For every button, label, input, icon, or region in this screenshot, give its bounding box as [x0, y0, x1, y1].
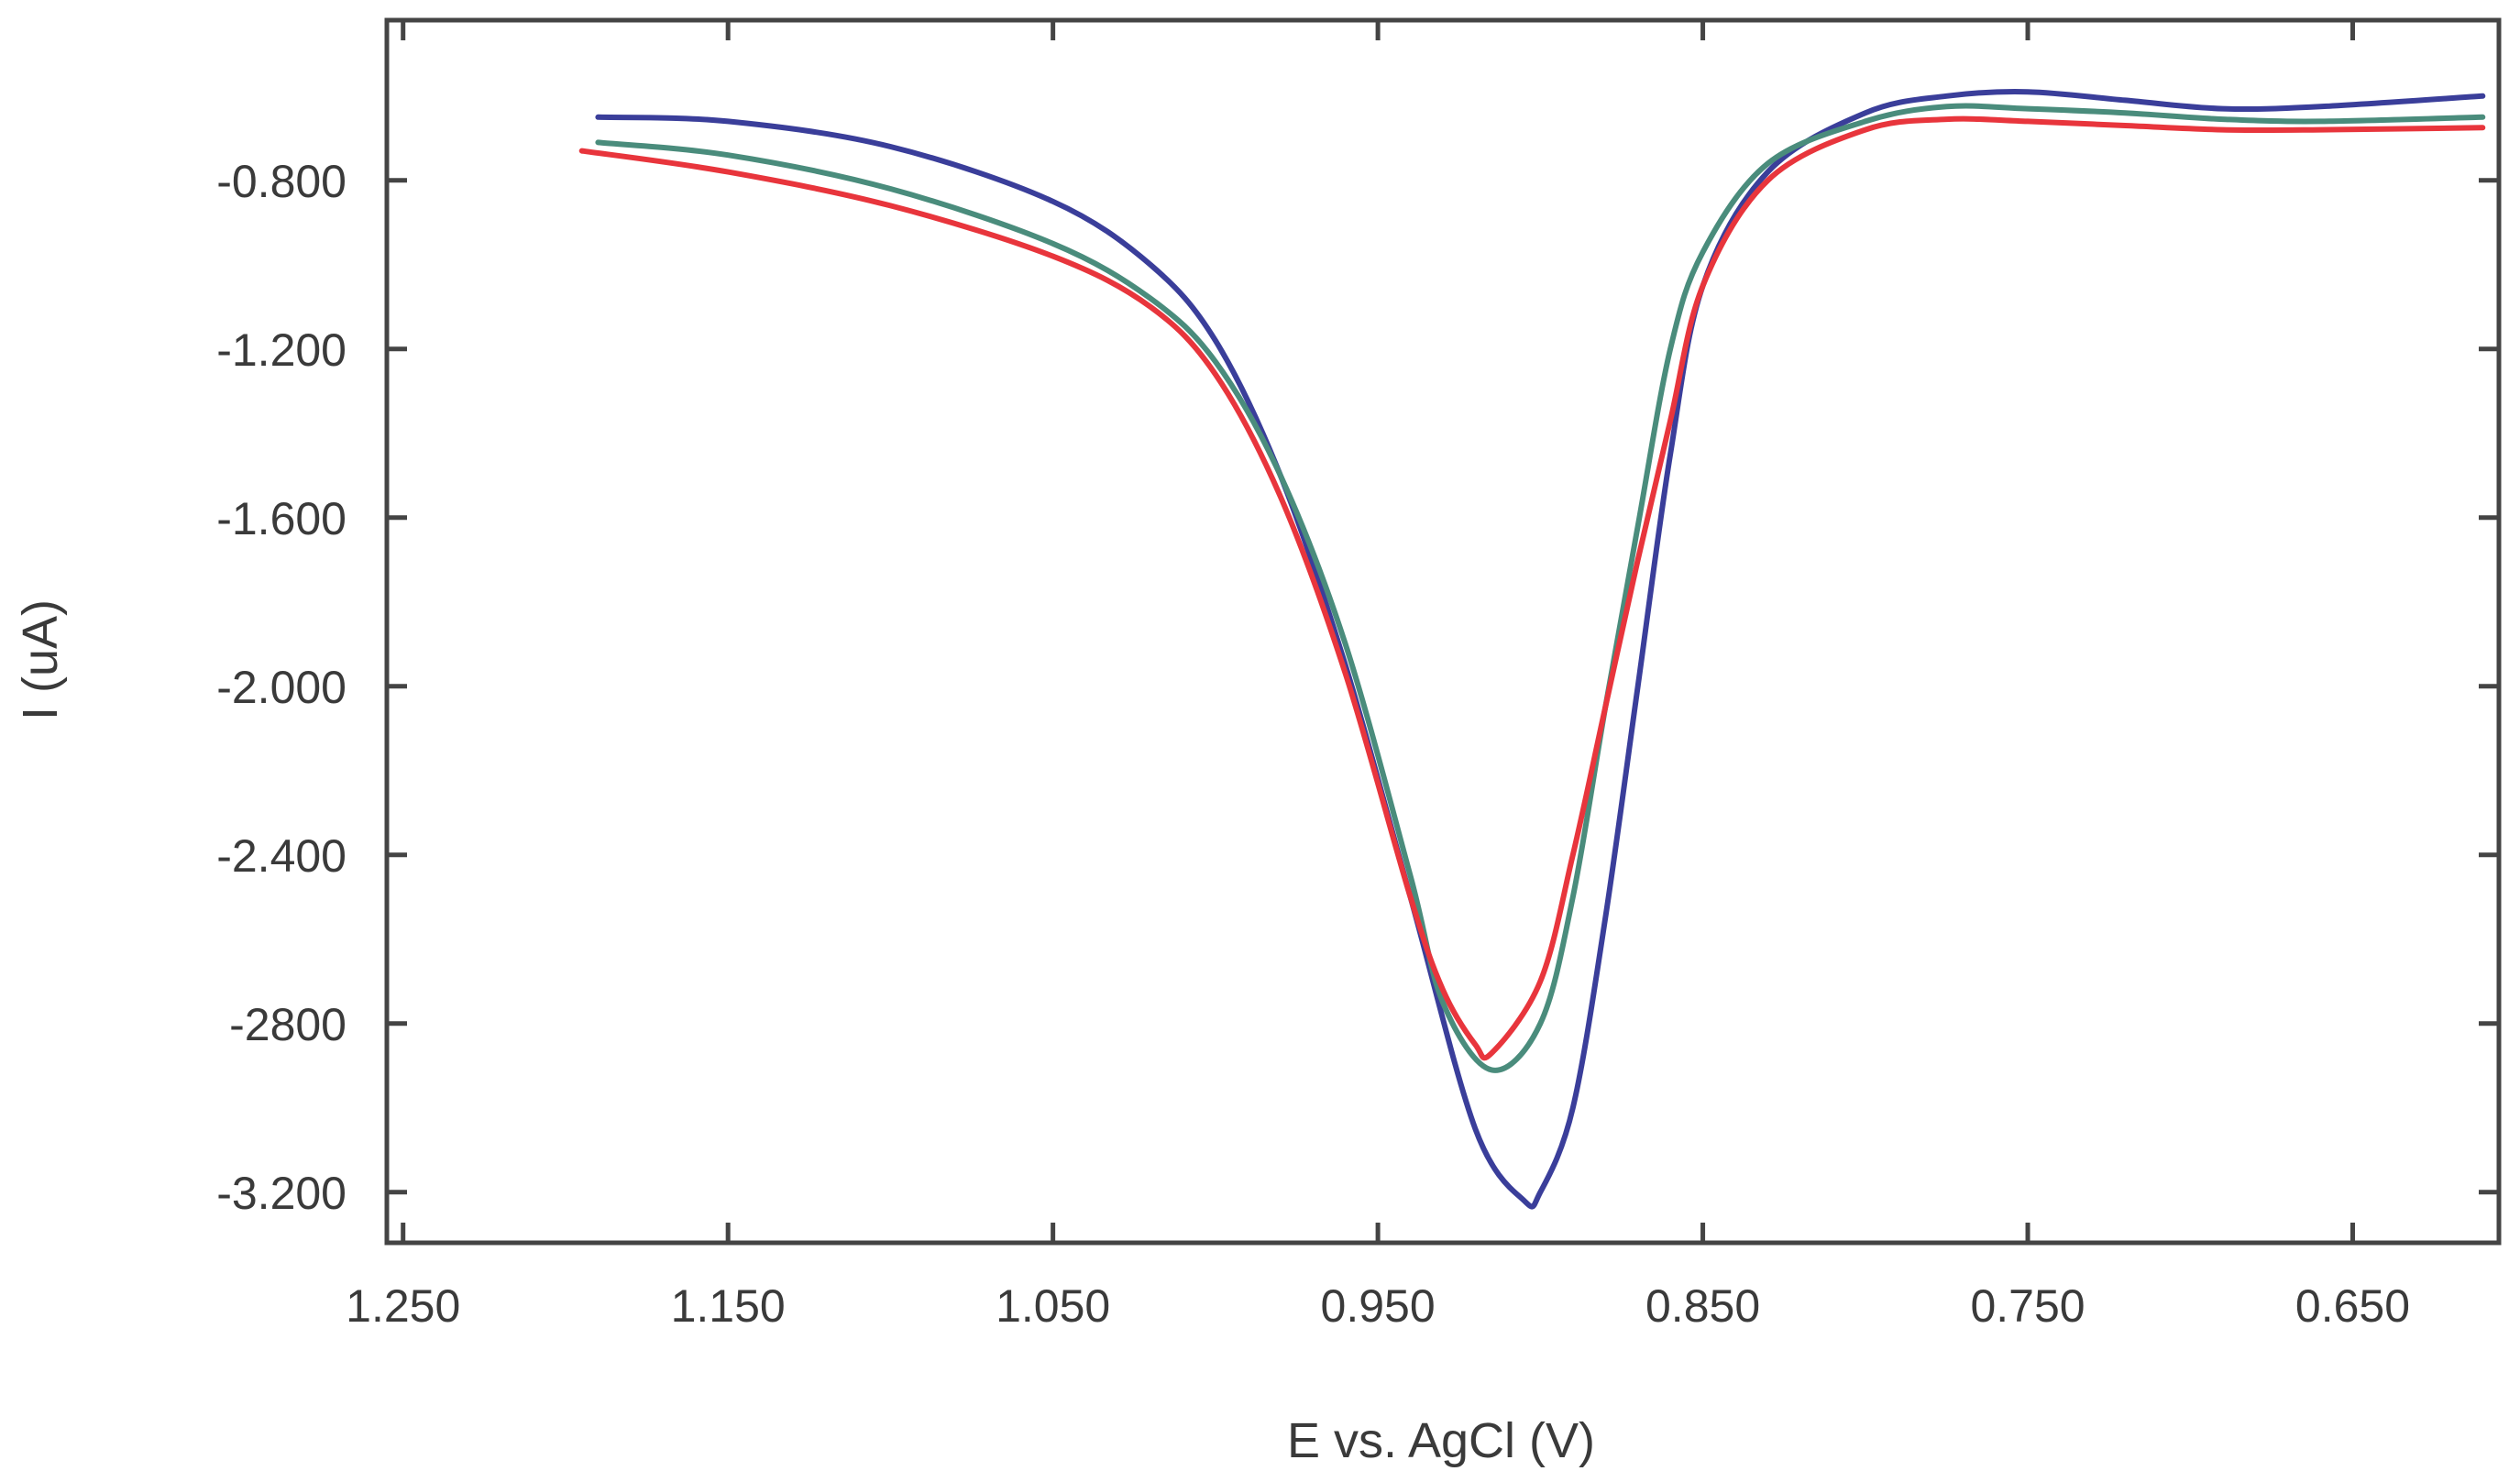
series-line-green: [595, 103, 2486, 1073]
plot-frame: [384, 17, 2502, 1246]
y-tick-label: -2.400: [216, 830, 347, 882]
series-layer: [578, 89, 2486, 1210]
y-tick-label: -3.200: [216, 1168, 347, 1219]
y-tick-label: -1.200: [216, 324, 347, 376]
y-tick-label: -1.600: [216, 493, 347, 544]
y-axis-title: I (uA): [13, 599, 68, 720]
y-tick-label: -0.800: [216, 156, 347, 207]
y-axis: -0.800 -1.200 -1.600 -2.000 -2.400 -2800 -3.20…: [216, 156, 2499, 1219]
y-tick-label: -2800: [229, 999, 347, 1050]
series-line-blue: [595, 89, 2486, 1210]
x-tick-label: 0.950: [1321, 1280, 1436, 1332]
x-tick-label: 0.650: [2295, 1280, 2410, 1332]
x-tick-label: 0.850: [1645, 1280, 1760, 1332]
y-tick-label: -2.000: [216, 662, 347, 713]
x-tick-label: 0.750: [1970, 1280, 2085, 1332]
x-tick-label: 1.050: [996, 1280, 1110, 1332]
series-line-red: [578, 115, 2486, 1061]
x-axis: 1.250 1.150 1.050 0.950 0.850 0.750 0.650: [346, 20, 2410, 1332]
x-tick-label: 1.250: [346, 1280, 460, 1332]
x-axis-title: E vs. AgCl (V): [1287, 1413, 1595, 1468]
x-tick-label: 1.150: [671, 1280, 786, 1332]
